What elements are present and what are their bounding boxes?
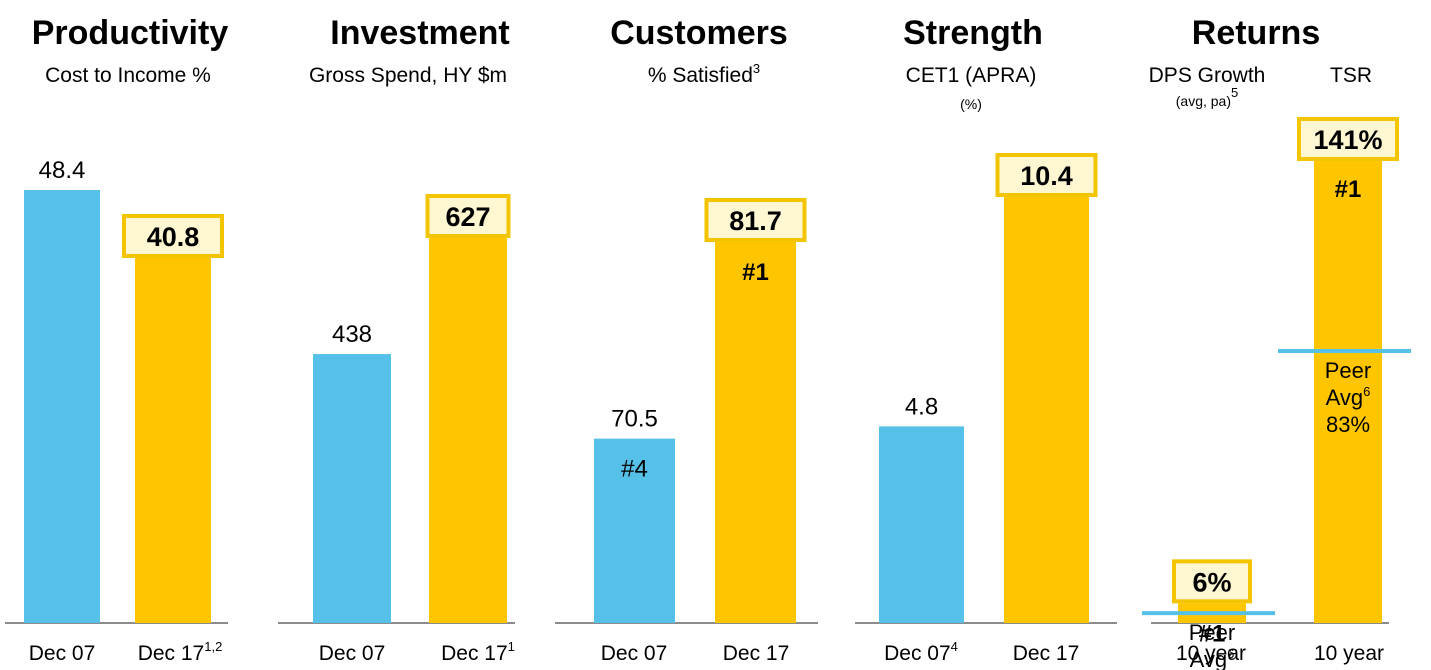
value-label: 438: [332, 321, 372, 348]
panel-subtitle: % Satisfied3: [648, 61, 760, 87]
category-label: Dec 074: [884, 639, 958, 665]
panel-investment: Investment Gross Spend, HY $m 438 Dec 07 627…: [278, 14, 515, 665]
value-label: 40.8: [147, 222, 200, 252]
panel-subtitle: Cost to Income %: [45, 64, 211, 87]
panel-subtitle-2: (avg, pa)5: [1176, 85, 1238, 109]
value-label: 70.5: [611, 406, 658, 433]
category-label: 10 year: [1314, 642, 1384, 665]
panel-subtitle: CET1 (APRA): [906, 64, 1037, 87]
category-label: Dec 17: [1013, 642, 1080, 665]
value-label: 10.4: [1020, 161, 1073, 191]
bar-dec-07: [24, 190, 100, 623]
value-highlight-box: [1172, 559, 1252, 604]
bar-dec-17: [1004, 197, 1089, 623]
peer-label: Peer: [1189, 620, 1235, 645]
panel-subtitle-2: (%): [960, 96, 982, 112]
category-label: Dec 07: [601, 642, 668, 665]
rank-label: #1: [1335, 176, 1362, 203]
value-label: 4.8: [905, 393, 938, 420]
value-label: 48.4: [39, 157, 86, 184]
value-label: 6%: [1192, 567, 1231, 597]
value-highlight-box: [1297, 117, 1399, 161]
value-label: 141%: [1313, 125, 1382, 155]
bar-dec-17: [135, 257, 211, 623]
category-label: Dec 171: [441, 639, 515, 665]
panel-customers: Customers % Satisfied3 70.5 #4 Dec 07 81.7 #1 D…: [555, 14, 818, 665]
value-label: 627: [445, 202, 490, 232]
rank-label: #1: [742, 259, 769, 286]
category-label: Dec 07: [29, 642, 96, 665]
panel-subtitle: TSR: [1330, 64, 1372, 87]
category-label: Dec 17: [723, 642, 790, 665]
panel-title: Returns: [1192, 14, 1320, 52]
value-highlight-box: [995, 153, 1098, 197]
bar-dec-07: [879, 426, 964, 623]
category-label: 10 year: [1176, 642, 1246, 665]
peer-label: Avg6: [1190, 646, 1235, 670]
category-label: Dec 171,2: [138, 639, 223, 665]
rank-label: #4: [621, 456, 648, 483]
value-highlight-box: [704, 198, 807, 242]
category-label: Dec 07: [319, 642, 386, 665]
peer-label: Peer: [1325, 358, 1371, 383]
bar-dec-07: [313, 354, 391, 623]
bar-dec-17: [429, 238, 507, 623]
panel-title: Productivity: [32, 14, 229, 52]
bar-10-year: [1314, 161, 1382, 623]
panel-strength: Strength CET1 (APRA) (%) 4.8 Dec 074 10.4 Dec …: [855, 14, 1117, 665]
panel-title: Strength: [903, 14, 1043, 52]
value-label: 81.7: [729, 206, 782, 236]
panel-subtitle: Gross Spend, HY $m: [309, 64, 507, 87]
panel-productivity: Productivity Cost to Income % 48.4 Dec 07 40…: [5, 14, 228, 665]
value-highlight-box: [122, 213, 224, 258]
panel-title: Investment: [330, 14, 510, 52]
bar-dec-07: [594, 438, 675, 623]
panel-subtitle: DPS Growth: [1149, 64, 1266, 87]
panel-title: Customers: [610, 14, 788, 52]
peer-label: 83%: [1326, 412, 1370, 437]
rank-label: #1: [1199, 620, 1226, 647]
bar-dec-17: [715, 242, 796, 623]
value-highlight-box: [425, 194, 511, 238]
peer-label: Avg6: [1326, 384, 1371, 410]
